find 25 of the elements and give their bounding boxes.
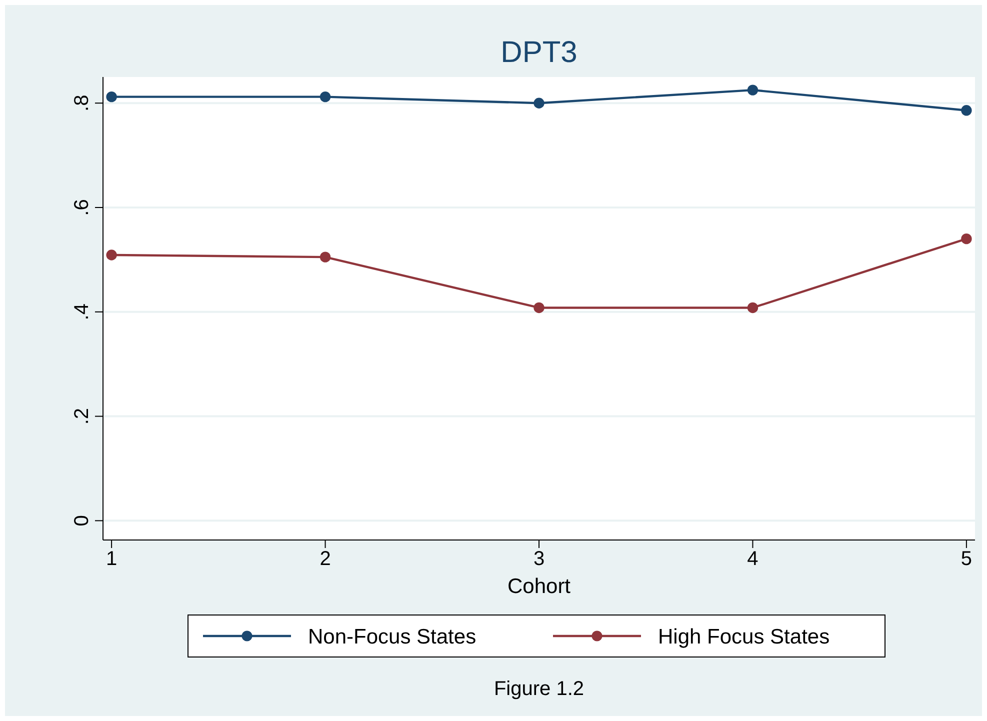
caption: Figure 1.2 (494, 678, 584, 700)
y-tick-label: .4 (71, 304, 93, 320)
legend-label: Non-Focus States (308, 625, 476, 648)
x-tick-label: 2 (320, 548, 331, 570)
point (961, 233, 972, 244)
point (320, 252, 331, 262)
x-tick-label: 1 (106, 548, 118, 570)
x-tick-label: 4 (747, 548, 758, 570)
chart-title: DPT3 (500, 36, 578, 69)
point (747, 84, 758, 96)
point (747, 302, 758, 314)
y-tick-label: .2 (71, 408, 93, 425)
point (534, 302, 544, 314)
point (961, 105, 972, 116)
x-tick-label: 3 (533, 548, 545, 570)
x-tick-label: 5 (960, 548, 972, 570)
legend-label: High Focus States (658, 625, 830, 648)
y-tick-label: .8 (71, 94, 93, 112)
x-axis-title: Cohort (507, 575, 571, 598)
point (106, 91, 117, 102)
point (534, 98, 544, 108)
y-tick-label: 0 (71, 515, 93, 526)
point (106, 250, 117, 260)
y-tick-label: .6 (71, 199, 93, 216)
point (320, 91, 331, 102)
